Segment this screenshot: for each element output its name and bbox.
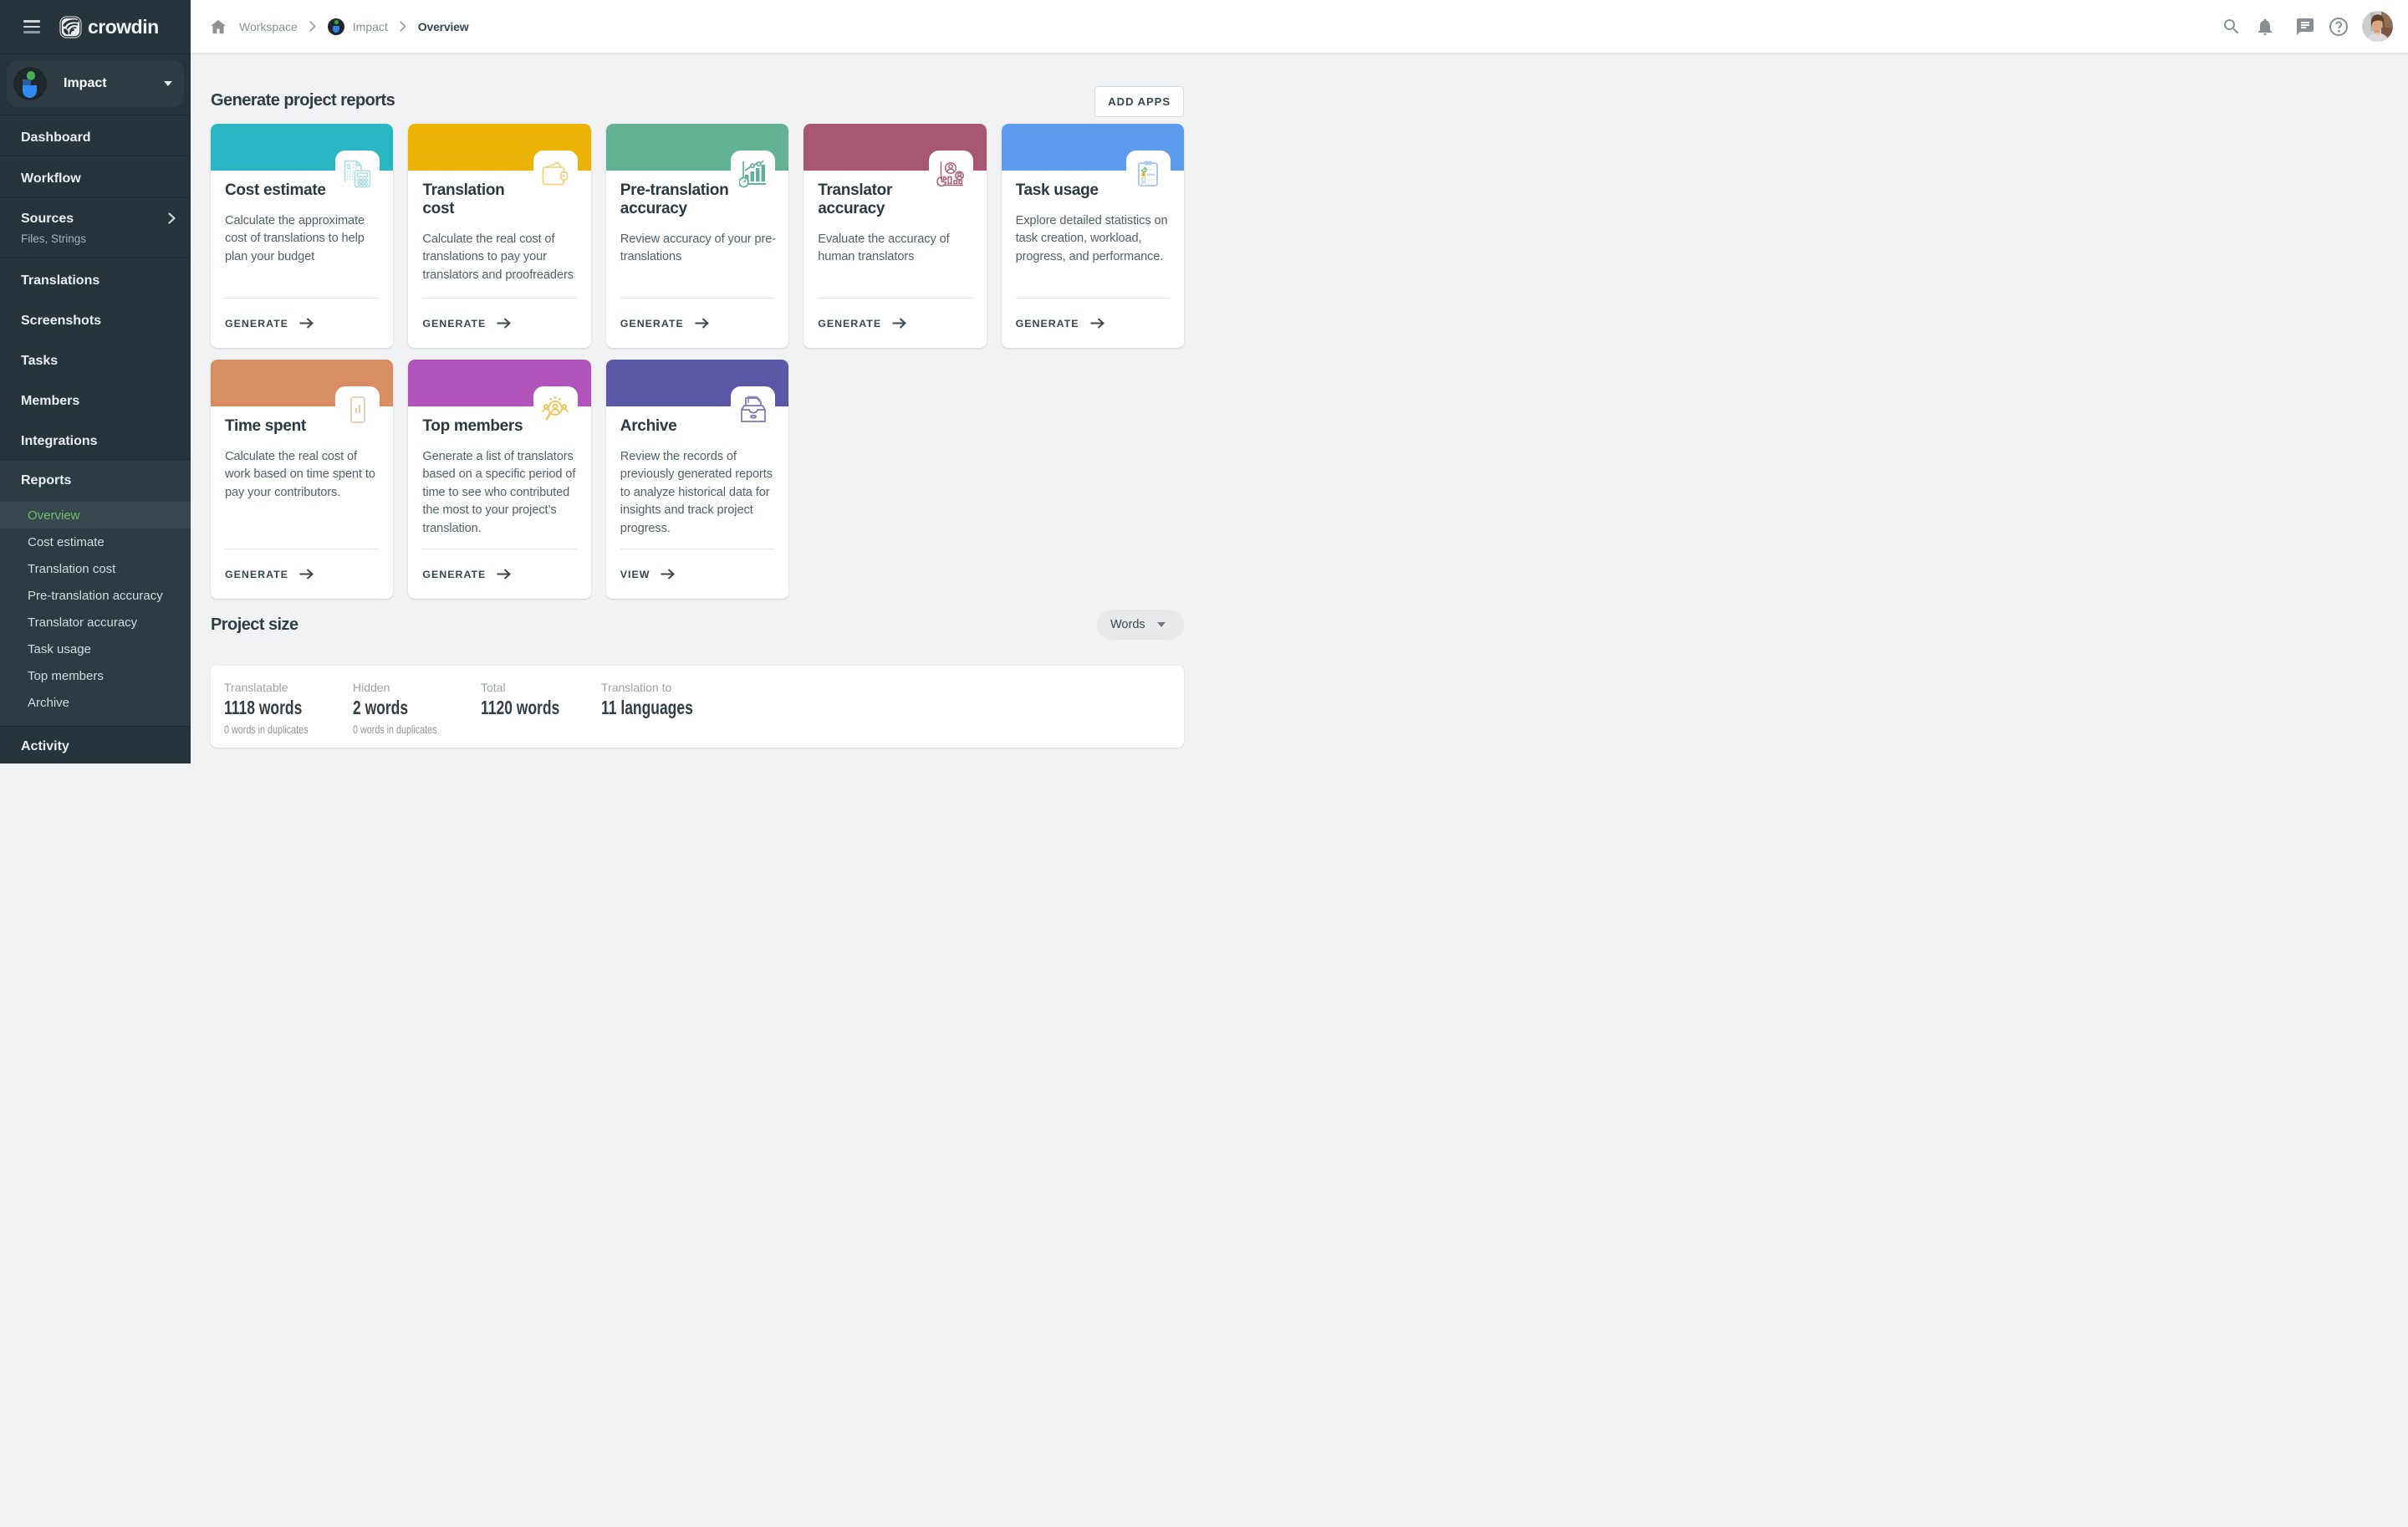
svg-text:$: $: [346, 162, 351, 171]
